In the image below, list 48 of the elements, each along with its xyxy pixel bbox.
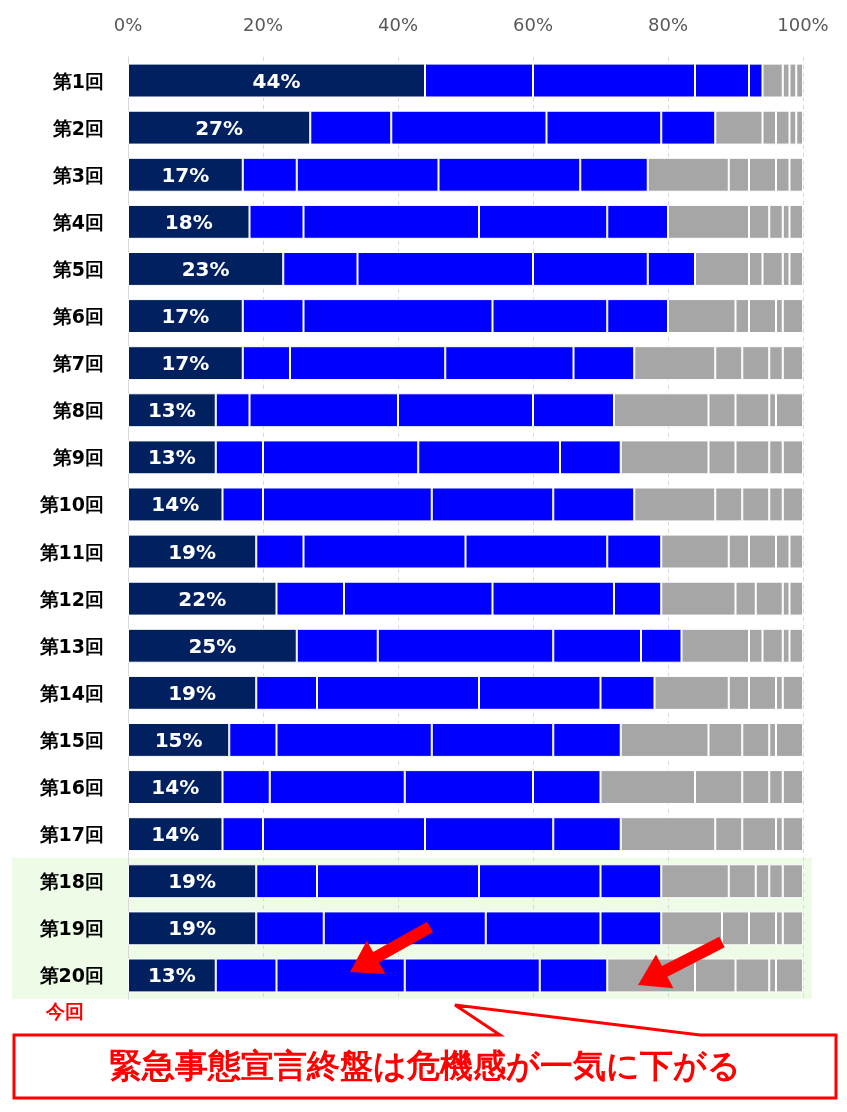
data-label: 19%: [168, 869, 217, 894]
y-tick-label: 第2回: [51, 116, 104, 139]
y-tick-label: 第1回: [51, 69, 104, 92]
data-label: 44%: [252, 68, 301, 93]
y-tick-label: 第15回: [38, 728, 104, 751]
data-label: 15%: [154, 727, 203, 752]
text: 今回: [46, 999, 84, 1024]
y-tick-label: 第19回: [38, 917, 104, 940]
data-label: 14%: [151, 492, 200, 517]
y-tick-label: 第8回: [51, 399, 104, 422]
data-label: 27%: [195, 115, 244, 140]
y-tick-label: 第9回: [51, 446, 104, 469]
data-label: 13%: [147, 398, 196, 423]
data-label: 19%: [168, 680, 217, 705]
x-tick-label: 0%: [113, 13, 143, 35]
data-label: 18%: [164, 209, 213, 234]
x-tick-label: 40%: [377, 13, 419, 35]
x-tick-label: 20%: [242, 13, 284, 35]
x-tick-label: 60%: [512, 13, 554, 35]
data-label: 19%: [168, 539, 217, 564]
data-label: 25%: [188, 633, 237, 658]
y-tick-label: 第14回: [38, 681, 104, 704]
data-label: 13%: [147, 445, 196, 470]
x-tick-label: 80%: [647, 13, 689, 35]
y-tick-label: 第20回: [38, 964, 104, 987]
data-label: 17%: [161, 351, 210, 376]
data-label: 14%: [151, 822, 200, 847]
data-label: 14%: [151, 775, 200, 800]
x-tick-label: 100%: [777, 13, 829, 35]
y-tick-label: 第11回: [38, 540, 104, 563]
data-label: 23%: [181, 256, 230, 281]
y-tick-label: 第12回: [38, 587, 104, 610]
data-label: 13%: [147, 963, 196, 988]
y-tick-label: 第6回: [51, 305, 104, 328]
y-tick-label: 第16回: [38, 776, 104, 799]
data-label: 22%: [178, 586, 227, 611]
y-tick-label: 第3回: [51, 163, 104, 186]
y-tick-label: 第10回: [38, 493, 104, 516]
y-tick-label: 第4回: [51, 210, 104, 233]
data-label: 19%: [168, 916, 217, 941]
data-label: 17%: [161, 162, 210, 187]
text: 緊急事態宣言終盤は危機感が一気に下がる: [109, 1044, 741, 1087]
y-tick-label: 第13回: [38, 634, 104, 657]
y-tick-label: 第18回: [38, 870, 104, 893]
y-tick-label: 第17回: [38, 823, 104, 846]
y-tick-label: 第5回: [51, 257, 104, 280]
data-label: 17%: [161, 304, 210, 329]
y-tick-label: 第7回: [51, 352, 104, 375]
